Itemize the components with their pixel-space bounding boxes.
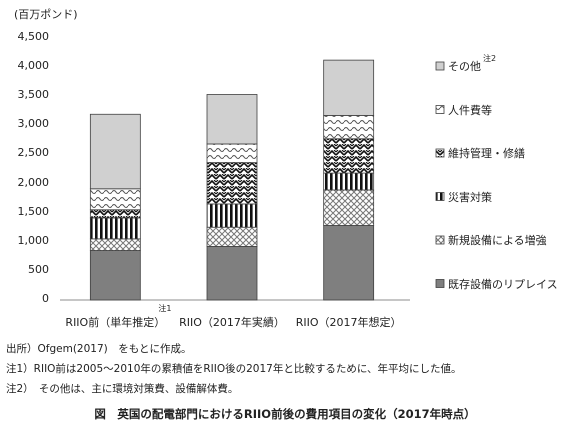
legend-swatch-1 [435, 279, 445, 288]
x-tick-label: RIIO（2017年想定） [295, 316, 402, 329]
bar-segment-3-cat-2 [206, 203, 258, 228]
y-axis-unit: (百万ポンド) [14, 8, 78, 21]
y-tick-label: 2,500 [17, 146, 50, 160]
bar-segment-5-cat-2 [206, 143, 258, 163]
legend-label: 維持管理・修繕 [448, 147, 525, 160]
legend-label: 人件費等 [448, 103, 492, 117]
legend-label: 既存設備のリプレイス [448, 277, 558, 291]
x-tick-label: RIIO前（単年推定） [65, 316, 166, 329]
bar-segment-2-cat-3 [323, 189, 375, 226]
bar-segment-4-cat-1 [89, 209, 141, 219]
bar-segment-5-cat-3 [323, 115, 375, 140]
bar-segment-4-cat-3 [323, 138, 375, 174]
bar-segment-2-cat-2 [206, 226, 258, 247]
category-note-marker: 注1 [158, 304, 172, 313]
legend-swatch-2 [435, 235, 445, 245]
bar-segment-4-cat-2 [206, 162, 258, 205]
bar-segment-6-cat-3 [323, 59, 375, 116]
bar-segment-1-cat-2 [206, 246, 258, 301]
bar-segment-1-cat-3 [323, 225, 375, 301]
legend-swatch-6 [435, 61, 445, 71]
bar-segment-3-cat-1 [89, 217, 141, 240]
legend-swatch-4 [435, 148, 445, 158]
y-tick-label: 500 [28, 262, 49, 276]
bar-segment-3-cat-3 [323, 172, 375, 191]
legend-label: その他 [448, 60, 481, 73]
legend-swatch-5 [435, 105, 445, 114]
x-tick-label: RIIO（2017年実績） [179, 316, 285, 329]
y-tick-label: 0 [42, 292, 49, 305]
y-tick-label: 1,500 [17, 204, 50, 218]
source-note: 出所）Ofgem(2017) をもとに作成。 [6, 343, 192, 355]
note-1: 注1）RIIO前は2005～2010年の累積値をRIIO後の2017年と比較する… [6, 363, 462, 375]
bar-segment-1-cat-1 [89, 250, 141, 301]
legend-layer [435, 61, 445, 288]
bar-segment-5-cat-1 [89, 188, 141, 211]
series-note-marker: 注2 [483, 54, 497, 63]
bars-layer [89, 59, 375, 301]
legend-label: 災害対策 [448, 190, 492, 204]
y-tick-label: 4,500 [17, 30, 50, 43]
y-tick-label: 3,500 [17, 88, 50, 102]
bar-segment-6-cat-1 [89, 113, 141, 190]
figure-caption: 図 英国の配電部門におけるRIIO前後の費用項目の変化（2017年時点） [94, 407, 476, 421]
y-tick-label: 2,000 [17, 175, 50, 189]
y-tick-label: 1,000 [17, 233, 50, 247]
y-tick-label: 3,000 [17, 117, 50, 131]
legend-swatch-3 [435, 192, 445, 201]
note-2: 注2） その他は、主に環境対策費、設備解体費。 [6, 383, 239, 395]
bar-segment-6-cat-2 [206, 94, 258, 145]
legend-label: 新規設備による増強 [448, 234, 547, 247]
bar-segment-2-cat-1 [89, 238, 141, 251]
y-tick-label: 4,000 [17, 59, 50, 73]
